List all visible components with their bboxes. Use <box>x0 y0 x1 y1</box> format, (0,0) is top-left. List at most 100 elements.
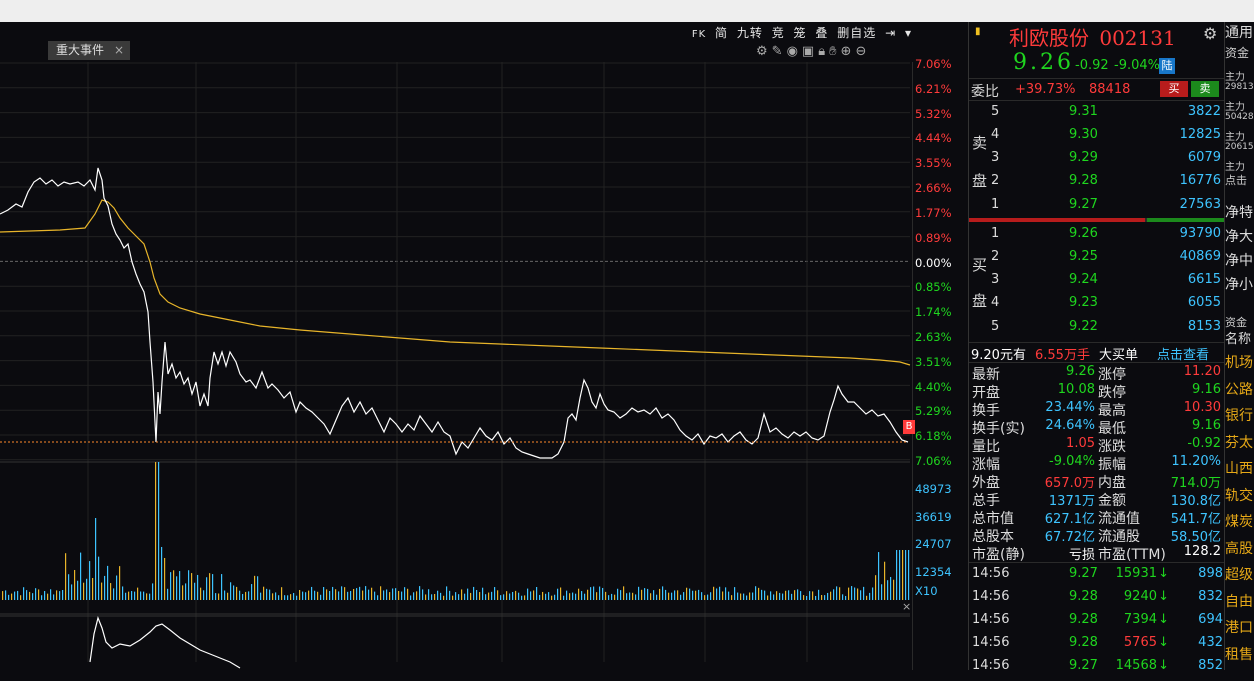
ask-level: 4 <box>991 127 1000 142</box>
volume-bar <box>29 591 31 600</box>
volume-bar <box>584 593 586 600</box>
ask-level-row[interactable]: 5 9.31 3822 <box>969 104 1225 126</box>
stat-value: 10.08 <box>1057 382 1095 397</box>
stat-value: 9.26 <box>1066 364 1095 379</box>
stack-button[interactable]: 叠 <box>815 26 829 40</box>
volume-bar <box>491 591 493 600</box>
click-link[interactable]: 点击 <box>1225 174 1247 187</box>
settings-icon[interactable]: ⚙ <box>756 44 772 59</box>
bid-level-row[interactable]: 2 9.25 40869 <box>969 249 1225 271</box>
stat-label: 内盘 <box>1098 475 1126 491</box>
fk-button[interactable]: FK <box>691 29 707 40</box>
sector-item[interactable]: 自由 <box>1225 593 1253 610</box>
main-fund-1-label: 主力 <box>1225 72 1245 83</box>
volume-bar <box>536 586 538 600</box>
down-arrow-icon: ↓ <box>1158 635 1169 650</box>
volume-bar <box>842 594 844 600</box>
volume-bar <box>770 591 772 600</box>
volume-bar <box>758 587 760 600</box>
volume-bar <box>257 576 259 600</box>
stat-label: 市盈(静) <box>972 547 1025 563</box>
volume-bar <box>344 587 346 600</box>
volume-bar <box>221 574 223 600</box>
zoom-in-icon[interactable]: ⊕ <box>840 44 856 59</box>
export-icon[interactable]: ⇥ <box>885 26 897 40</box>
last-price: 9.26 <box>1013 50 1074 75</box>
ask-level: 3 <box>991 150 1000 165</box>
pen-icon[interactable]: ✎ <box>771 44 787 59</box>
volume-bar <box>182 585 184 600</box>
volume-bar <box>215 593 217 600</box>
dropdown-icon[interactable]: ▾ <box>904 26 912 40</box>
volume-bar <box>782 593 784 600</box>
simple-button[interactable]: 简 <box>715 26 729 40</box>
big-order-view-link[interactable]: 点击查看 <box>1157 348 1210 363</box>
volume-bar <box>533 590 535 600</box>
stat-row: 开盘 10.08 跌停 9.16 <box>969 382 1225 401</box>
volume-bar <box>278 595 280 600</box>
sector-item[interactable]: 煤炭 <box>1225 514 1253 530</box>
volume-bar <box>437 590 439 600</box>
volume-bar <box>107 565 109 600</box>
remove-watchlist-button[interactable]: 删自选 <box>837 26 877 40</box>
bid-level: 2 <box>991 249 1000 264</box>
sector-item[interactable]: 港口 <box>1225 620 1253 636</box>
sector-item[interactable]: 公路 <box>1225 381 1253 398</box>
sector-item[interactable]: 山西 <box>1225 461 1253 477</box>
sector-item[interactable]: 高股 <box>1225 540 1253 557</box>
bid-level-row[interactable]: 4 9.23 6055 <box>969 295 1225 317</box>
bid-level-row[interactable]: 3 9.24 6615 <box>969 272 1225 294</box>
volume-bar <box>845 595 847 600</box>
stat-value: -0.92 <box>1187 436 1221 451</box>
sector-item[interactable]: 芬太 <box>1225 434 1253 451</box>
volume-bar <box>497 590 499 600</box>
volume-bar <box>761 589 763 600</box>
zoom-out-icon[interactable]: ⊖ <box>855 44 871 59</box>
volume-panel-close-icon[interactable]: × <box>902 600 912 613</box>
price-axis-label: 1.74% <box>915 305 952 320</box>
major-event-tab[interactable]: 重大事件 × <box>48 41 130 60</box>
volume-bar <box>326 589 328 600</box>
lock-icon[interactable]: 🔒︎ <box>818 44 830 59</box>
volume-bar <box>620 590 622 600</box>
stat-label: 开盘 <box>972 385 1000 401</box>
ask-level-row[interactable]: 3 9.29 6079 <box>969 150 1225 172</box>
hand-icon[interactable]: ✋︎ <box>829 44 841 59</box>
buy-side-label-2: 盘 <box>972 292 988 310</box>
ask-level-row[interactable]: 2 9.28 16776 <box>969 173 1225 195</box>
gear-icon[interactable]: ⚙ <box>1203 24 1218 43</box>
basket-icon[interactable]: ▣ <box>801 44 819 59</box>
eye-icon[interactable]: ◉ <box>786 44 802 59</box>
volume-bar <box>272 593 274 600</box>
volume-bar <box>158 462 160 600</box>
ask-level-row[interactable]: 1 9.27 27563 <box>969 197 1225 219</box>
sector-item[interactable]: 银行 <box>1225 408 1253 424</box>
sector-item[interactable]: 租售 <box>1225 646 1253 663</box>
sector-item[interactable]: 机场 <box>1225 355 1253 371</box>
volume-bar <box>785 590 787 600</box>
buy-button[interactable]: 买 <box>1160 81 1188 97</box>
nine-turn-button[interactable]: 九转 <box>736 26 763 40</box>
sector-item[interactable]: 轨交 <box>1225 487 1253 504</box>
close-icon[interactable]: × <box>113 43 124 57</box>
volume-bar <box>788 590 790 600</box>
general-tab[interactable]: 通用 <box>1225 25 1253 41</box>
volume-bar <box>698 589 700 600</box>
quote-panel: ▮ 利欧股份 002131 ⚙ 9.26 -0.92 -9.04% 陆 委比 +… <box>968 22 1225 673</box>
volume-bar <box>587 589 589 600</box>
sector-item[interactable]: 超级 <box>1225 567 1253 583</box>
volume-bar <box>308 590 310 600</box>
bid-level-row[interactable]: 5 9.22 8153 <box>969 319 1225 341</box>
volume-bar <box>686 587 688 600</box>
volume-bar <box>767 595 769 600</box>
volume-bar <box>902 550 904 600</box>
ask-level-row[interactable]: 4 9.30 12825 <box>969 127 1225 149</box>
volume-bar <box>629 592 631 600</box>
basket-button[interactable]: 笼 <box>793 26 807 40</box>
volume-bar <box>266 588 268 600</box>
volume-bar <box>710 592 712 600</box>
auction-button[interactable]: 竞 <box>771 26 785 40</box>
bid-level-row[interactable]: 1 9.26 93790 <box>969 226 1225 248</box>
sell-button[interactable]: 卖 <box>1191 81 1219 97</box>
price-volume-chart[interactable] <box>0 22 912 670</box>
